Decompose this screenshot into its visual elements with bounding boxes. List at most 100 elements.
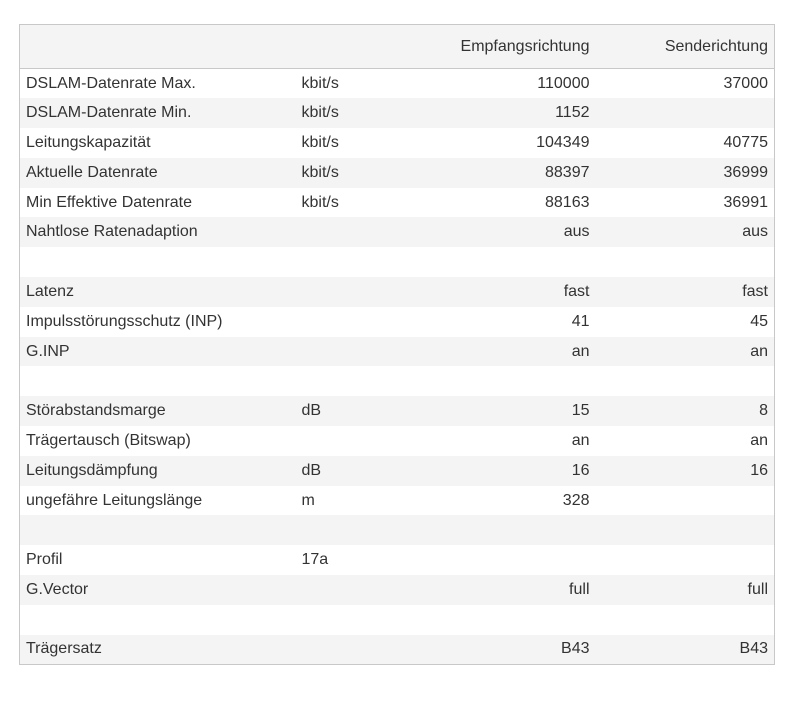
table-row: Nahtlose Ratenadaption aus aus <box>19 217 775 248</box>
table-cell <box>20 605 296 635</box>
table-cell: Störabstandsmarge <box>26 402 166 420</box>
table-cell: 40775 <box>723 133 769 151</box>
table-row <box>20 605 775 635</box>
header-cell: Senderichtung <box>664 37 768 55</box>
header-row: Empfangsrichtung Senderichtung <box>19 24 775 69</box>
table-cell: DSLAM-Datenrate Min. <box>26 104 192 122</box>
table-cell <box>20 366 296 396</box>
table-cell: aus <box>563 223 590 241</box>
table-cell: full <box>747 580 768 598</box>
table-cell <box>20 515 296 545</box>
dsl-table: Empfangsrichtung Senderichtung DSLAM-Date… <box>19 24 775 665</box>
table-row: Impulsstörungsschutz (INP) 41 45 <box>20 307 775 337</box>
table-cell <box>446 515 596 545</box>
table-cell: 328 <box>562 491 590 509</box>
table-cell <box>296 307 446 337</box>
table-cell: an <box>750 342 768 360</box>
table-row: Min Effektive Datenrate kbit/s 88163 36991 <box>20 188 775 218</box>
table-cell: 36991 <box>723 193 769 211</box>
table-cell: kbit/s <box>301 74 339 92</box>
table-cell <box>446 366 596 396</box>
table-cell: an <box>571 431 590 449</box>
table-row: Störabstandsmarge dB 15 8 <box>19 396 775 427</box>
table-cell: 88397 <box>545 163 590 181</box>
table-cell <box>296 426 446 456</box>
table-cell <box>596 515 775 545</box>
table-cell <box>596 486 775 516</box>
table-header: Empfangsrichtung Senderichtung <box>19 24 775 69</box>
table-cell <box>296 247 446 277</box>
table-cell: kbit/s <box>301 163 339 181</box>
table-cell: B43 <box>739 640 768 658</box>
table-cell: 1152 <box>555 104 590 122</box>
table-cell <box>596 605 775 635</box>
table-cell: 8 <box>759 402 768 420</box>
table-cell <box>296 366 446 396</box>
table-cell: 45 <box>750 312 768 330</box>
table-cell: 88163 <box>545 193 590 211</box>
table-cell <box>446 545 596 575</box>
table-cell <box>296 337 446 367</box>
table-cell: fast <box>742 282 768 300</box>
table-cell: 16 <box>571 461 590 479</box>
table-cell: an <box>571 342 590 360</box>
table-cell <box>596 98 775 128</box>
table-body: DSLAM-Datenrate Max. kbit/s 110000 37000 DSL… <box>19 69 775 665</box>
table-cell: dB <box>301 461 322 479</box>
table-cell: m <box>301 491 315 509</box>
table-cell: fast <box>563 282 590 300</box>
table-cell: 36999 <box>723 163 769 181</box>
table-cell <box>596 366 775 396</box>
table-row: Profil 17a <box>20 545 775 575</box>
table-cell: kbit/s <box>301 104 339 122</box>
table-cell: 17a <box>301 551 329 569</box>
table-cell: ungefähre Leitungslänge <box>26 491 203 509</box>
table-cell <box>446 247 596 277</box>
table-cell: 41 <box>571 312 590 330</box>
table-cell: 15 <box>571 402 590 420</box>
table-cell: an <box>750 431 768 449</box>
table-cell: Leitungsdämpfung <box>26 461 158 479</box>
table-cell <box>296 217 446 247</box>
table-cell: Trägertausch (Bitswap) <box>26 431 191 449</box>
table-cell: 16 <box>750 461 768 479</box>
table-cell: G.INP <box>26 342 70 360</box>
table-cell: B43 <box>561 640 590 658</box>
table-cell: Nahtlose Ratenadaption <box>26 223 198 241</box>
table-cell <box>296 575 446 605</box>
table-cell: kbit/s <box>301 133 339 151</box>
table-cell: DSLAM-Datenrate Max. <box>26 74 196 92</box>
table-cell: kbit/s <box>301 193 339 211</box>
table-row <box>19 515 775 546</box>
table-cell <box>296 277 446 307</box>
table-row: DSLAM-Datenrate Max. kbit/s 110000 37000 <box>20 69 775 99</box>
table-row: Latenz fast fast <box>19 277 775 307</box>
table-cell: 110000 <box>537 74 590 92</box>
table-cell: Profil <box>26 551 63 569</box>
table-row: Leitungsdämpfung dB 16 16 <box>19 455 775 486</box>
table-row: G.Vector full full <box>19 575 775 605</box>
table-row <box>20 247 775 277</box>
table-row: Leitungskapazität kbit/s 104349 40775 <box>20 128 775 158</box>
table-row: Aktuelle Datenrate kbit/s 88397 36999 <box>19 157 775 188</box>
table-cell: Leitungskapazität <box>26 133 151 151</box>
header-cell: Empfangsrichtung <box>460 37 590 55</box>
table-cell <box>446 605 596 635</box>
table-row: G.INP an an <box>19 336 775 367</box>
table-cell: G.Vector <box>26 580 89 598</box>
table-cell: 37000 <box>723 74 769 92</box>
table-row: ungefähre Leitungslänge m 328 <box>20 486 775 516</box>
table-cell <box>296 635 446 665</box>
table-cell: aus <box>742 223 768 241</box>
header-cell <box>20 25 296 69</box>
table-cell <box>296 515 446 545</box>
table-row: Trägersatz B43 B43 <box>19 634 775 665</box>
table-row: DSLAM-Datenrate Min. kbit/s 1152 <box>19 98 775 129</box>
table-cell: Trägersatz <box>26 640 102 658</box>
table-cell <box>296 605 446 635</box>
table-cell: Aktuelle Datenrate <box>26 163 158 181</box>
table-cell: dB <box>301 402 322 420</box>
table-row: Trägertausch (Bitswap) an an <box>20 426 775 456</box>
table-cell <box>596 247 775 277</box>
